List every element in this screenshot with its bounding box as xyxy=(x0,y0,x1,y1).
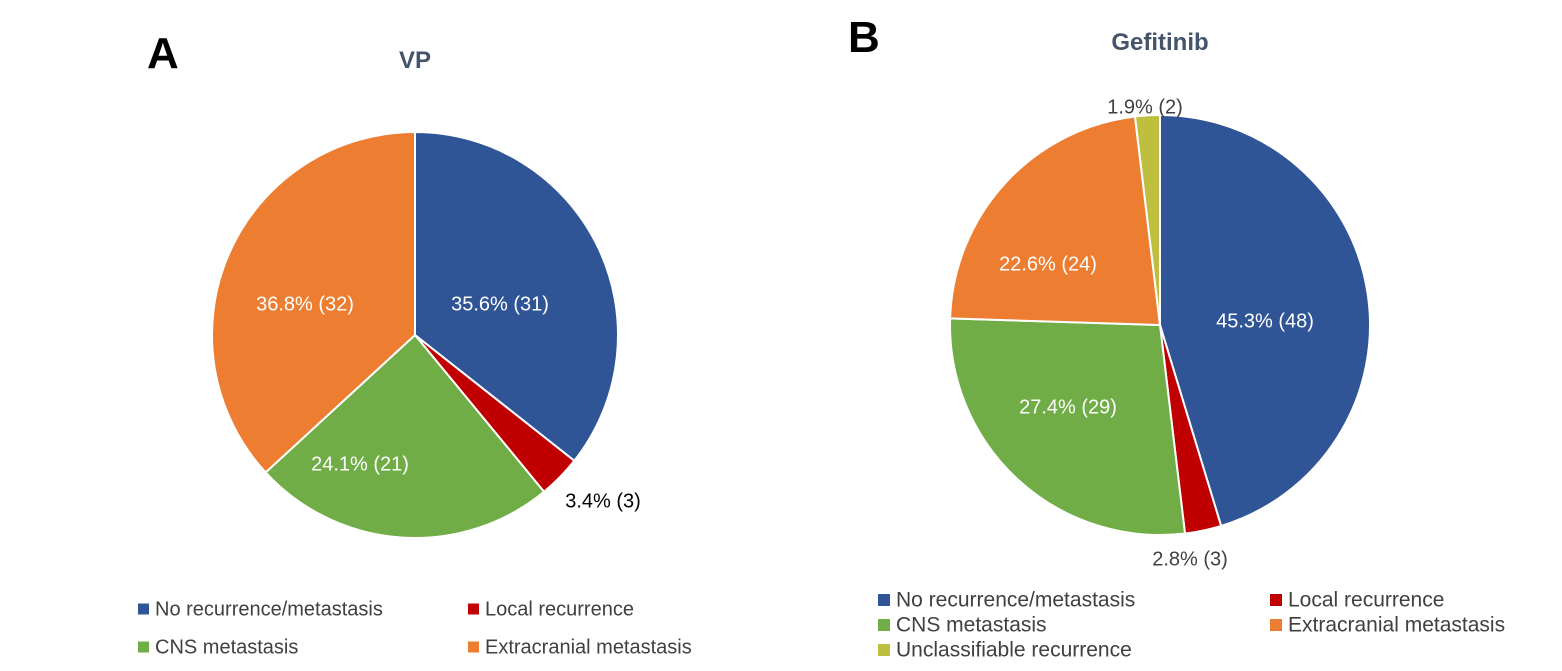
slice-label-cns-metastasis: 27.4% (29) xyxy=(1019,396,1117,418)
pie-slices-b xyxy=(949,113,1371,537)
slice-label-no-recurrence-metastasis: 35.6% (31) xyxy=(451,293,549,315)
panel-letter-a: A xyxy=(147,29,179,78)
legend-swatch-extracranial-metastasis xyxy=(1270,619,1282,631)
legend-item-no-recurrence-metastasis: No recurrence/metastasis xyxy=(138,598,383,620)
legend-item-no-recurrence-metastasis: No recurrence/metastasis xyxy=(878,589,1135,612)
pie-slice-cns-metastasis xyxy=(949,317,1187,537)
pie-labels-a: 35.6% (31) 3.4% (3) 24.1% (21) 36.8% (32) xyxy=(256,293,641,512)
legend-swatch-no-recurrence-metastasis xyxy=(138,603,149,615)
pie-slice-no-recurrence-metastasis xyxy=(414,130,619,463)
legend-item-local-recurrence: Local recurrence xyxy=(1270,589,1444,612)
panel-letter-b: B xyxy=(848,13,880,62)
legend-item-unclassifiable-recurrence: Unclassifiable recurrence xyxy=(878,639,1132,662)
pie-slice-unclassifiable-recurrence xyxy=(1133,113,1161,326)
slice-label-extracranial-metastasis: 36.8% (32) xyxy=(256,293,354,315)
legend-swatch-unclassifiable-recurrence xyxy=(878,644,890,656)
legend-label-cns-metastasis: CNS metastasis xyxy=(896,614,1047,637)
slice-label-local-recurrence: 2.8% (3) xyxy=(1152,548,1228,570)
legend-item-local-recurrence: Local recurrence xyxy=(468,598,634,620)
slice-label-cns-metastasis: 24.1% (21) xyxy=(311,453,409,475)
legend-item-extracranial-metastasis: Extracranial metastasis xyxy=(468,636,692,658)
pie-slice-no-recurrence-metastasis xyxy=(1159,113,1371,528)
pie-slices-a xyxy=(211,130,619,539)
legend-label-no-recurrence-metastasis: No recurrence/metastasis xyxy=(155,598,383,620)
legend-label-extracranial-metastasis: Extracranial metastasis xyxy=(1288,614,1505,637)
pie-labels-b: 45.3% (48) 2.8% (3) 27.4% (29) 22.6% (24) 1.… xyxy=(999,96,1314,570)
legend-swatch-local-recurrence xyxy=(1270,594,1282,606)
legend-swatch-cns-metastasis xyxy=(138,641,149,653)
legend-label-local-recurrence: Local recurrence xyxy=(485,598,634,620)
slice-label-no-recurrence-metastasis: 45.3% (48) xyxy=(1216,310,1314,332)
legend-label-extracranial-metastasis: Extracranial metastasis xyxy=(485,636,692,658)
chart-title-gefitinib: Gefitinib xyxy=(1111,29,1208,56)
legend-b: No recurrence/metastasis Local recurrence… xyxy=(878,589,1505,662)
chart-title-vp: VP xyxy=(399,47,431,74)
legend-item-cns-metastasis: CNS metastasis xyxy=(878,614,1047,637)
pie-slice-extracranial-metastasis xyxy=(949,115,1162,327)
legend-item-extracranial-metastasis: Extracranial metastasis xyxy=(1270,614,1505,637)
legend-swatch-no-recurrence-metastasis xyxy=(878,594,890,606)
legend-swatch-cns-metastasis xyxy=(878,619,890,631)
panel-a: A VP 35.6% (31) 3.4% (3) 24.1% (21) 36.8% (… xyxy=(138,29,692,658)
slice-label-extracranial-metastasis: 22.6% (24) xyxy=(999,253,1097,275)
legend-label-local-recurrence: Local recurrence xyxy=(1288,589,1444,612)
pie-slice-extracranial-metastasis xyxy=(211,130,416,474)
pie-slice-cns-metastasis xyxy=(264,333,546,539)
legend-label-cns-metastasis: CNS metastasis xyxy=(155,636,298,658)
legend-item-cns-metastasis: CNS metastasis xyxy=(138,636,298,658)
legend-a: No recurrence/metastasis Local recurrence… xyxy=(138,598,692,658)
legend-label-no-recurrence-metastasis: No recurrence/metastasis xyxy=(896,589,1135,612)
legend-swatch-local-recurrence xyxy=(468,603,479,615)
legend-label-unclassifiable-recurrence: Unclassifiable recurrence xyxy=(896,639,1132,662)
slice-label-local-recurrence: 3.4% (3) xyxy=(565,490,641,512)
slice-label-unclassifiable-recurrence: 1.9% (2) xyxy=(1107,96,1183,118)
panel-b: B Gefitinib 45.3% (48) 2.8% (3) 27.4% (29)… xyxy=(848,13,1505,662)
legend-swatch-extracranial-metastasis xyxy=(468,641,479,653)
